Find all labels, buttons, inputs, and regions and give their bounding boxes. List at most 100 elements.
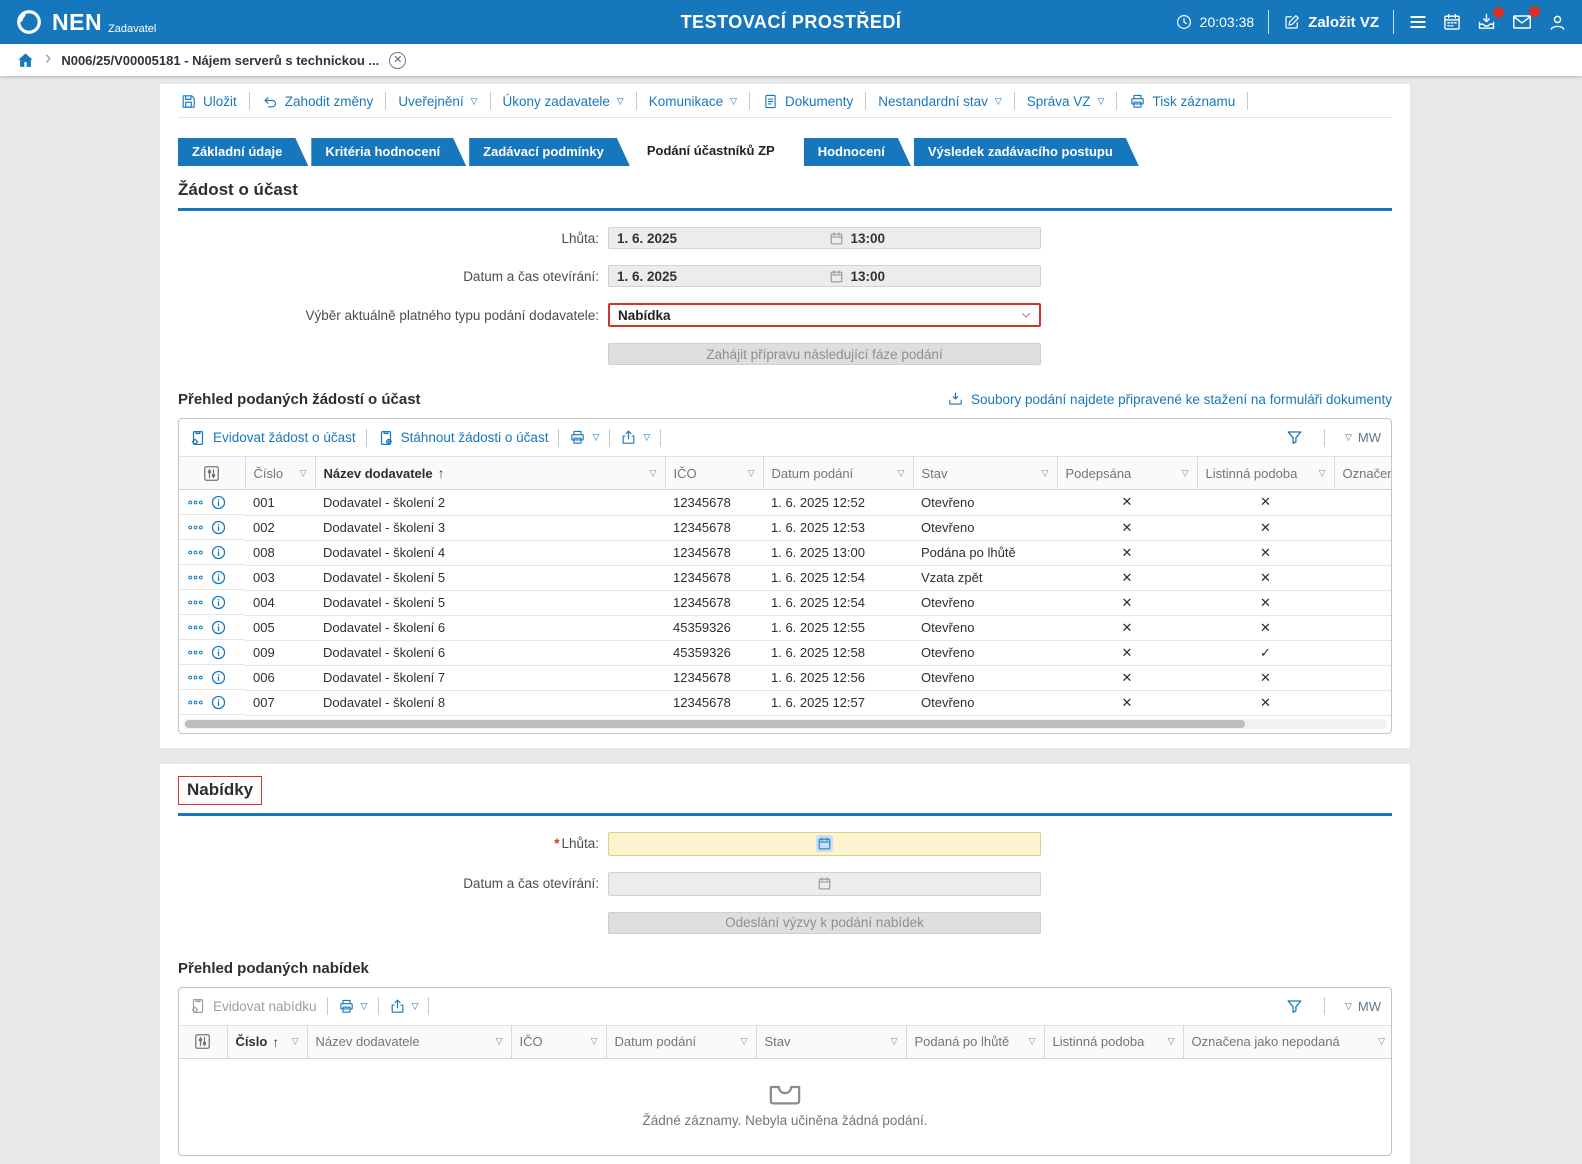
filter-caret-icon[interactable]: ▽ [291, 1036, 299, 1046]
table-row[interactable]: 008 Dodavatel - školení 4 12345678 1. 6.… [179, 540, 1391, 566]
calendar-icon[interactable] [816, 835, 833, 852]
contracting-actions-menu-button[interactable]: Úkony zadavatele ▽ [502, 93, 624, 109]
row-menu-icon[interactable] [187, 669, 204, 686]
row-menu-icon[interactable] [187, 594, 204, 611]
export-menu-button[interactable]: ▽ [620, 429, 650, 446]
info-icon[interactable] [210, 594, 227, 611]
column-settings-header[interactable] [179, 1024, 228, 1059]
filter-caret-icon[interactable]: ▽ [495, 1036, 503, 1046]
publishing-menu-button[interactable]: Uveřejnění ▽ [398, 93, 478, 109]
profile-button[interactable] [1547, 12, 1568, 33]
communication-menu-button[interactable]: Komunikace ▽ [648, 93, 737, 109]
info-icon[interactable] [210, 494, 227, 511]
breadcrumb-item[interactable]: N006/25/V00005181 - Nájem serverů s tech… [61, 52, 380, 68]
column-settings-header[interactable] [179, 456, 246, 490]
save-button[interactable]: Uložit [178, 93, 239, 110]
table-row[interactable]: 004 Dodavatel - školení 5 12345678 1. 6.… [179, 590, 1391, 616]
row-menu-icon[interactable] [187, 494, 204, 511]
column-header-ico[interactable]: IČO ▽ [665, 456, 764, 490]
filter-caret-icon[interactable]: ▽ [1028, 1036, 1036, 1046]
tab-kriteria-hodnoceni[interactable]: Kritéria hodnocení [311, 138, 466, 166]
download-requests-button[interactable]: Stáhnout žádosti o účast [377, 429, 548, 447]
calendar-button[interactable] [1442, 12, 1462, 32]
filter-caret-icon[interactable]: ▽ [1378, 1036, 1385, 1046]
column-header-cislo[interactable]: Číslo ▽ [245, 456, 316, 490]
tab-zadavaci-podminky[interactable]: Zadávací podmínky [469, 138, 630, 166]
info-icon[interactable] [210, 569, 227, 586]
filter-caret-icon[interactable]: ▽ [740, 1036, 748, 1046]
vz-administration-menu-button[interactable]: Správa VZ ▽ [1026, 93, 1105, 109]
tab-hodnoceni[interactable]: Hodnocení [804, 138, 911, 166]
menu-button[interactable] [1408, 12, 1428, 32]
column-header-oznacena-jako-nepodana[interactable]: Označena jako nepodaná [1334, 456, 1391, 490]
table-row[interactable]: 001 Dodavatel - školení 2 12345678 1. 6.… [179, 489, 1391, 516]
column-header-cislo[interactable]: Číslo ↑ ▽ [227, 1024, 308, 1059]
column-header-listinna-podoba[interactable]: Listinná podoba ▽ [1197, 456, 1335, 490]
info-icon[interactable] [210, 544, 227, 561]
row-menu-icon[interactable] [187, 694, 204, 711]
info-icon[interactable] [210, 519, 227, 536]
register-request-button[interactable]: Evidovat žádost o účast [189, 429, 356, 447]
filter-caret-icon[interactable]: ▽ [1167, 1036, 1175, 1046]
info-icon[interactable] [210, 694, 227, 711]
table-row[interactable]: 003 Dodavatel - školení 5 12345678 1. 6.… [179, 565, 1391, 591]
filter-icon[interactable] [1285, 428, 1304, 447]
filter-caret-icon[interactable]: ▽ [299, 467, 307, 478]
create-vz-button[interactable]: Založit VZ [1283, 13, 1379, 31]
row-menu-icon[interactable] [187, 544, 204, 561]
filter-caret-icon[interactable]: ▽ [890, 1036, 898, 1046]
print-record-button[interactable]: Tisk záznamu [1127, 93, 1237, 110]
submission-files-link[interactable]: Soubory podání najdete připravené ke sta… [947, 391, 1392, 408]
tab-vysledek-zadavaciho-postupu[interactable]: Výsledek zadávacího postupu [914, 138, 1139, 166]
downloads-button[interactable] [1476, 6, 1504, 33]
row-menu-icon[interactable] [187, 619, 204, 636]
column-header-podepsana[interactable]: Podepsána ▽ [1057, 456, 1198, 490]
column-header-nazev-dodavatele[interactable]: Název dodavatele ▽ [307, 1024, 512, 1059]
column-header-listinna-podoba[interactable]: Listinná podoba ▽ [1044, 1024, 1184, 1059]
info-icon[interactable] [210, 644, 227, 661]
column-header-nazev-dodavatele[interactable]: Název dodavatele ↑ ▽ [315, 456, 666, 490]
filter-caret-icon[interactable]: ▽ [590, 1036, 598, 1046]
column-header-stav[interactable]: Stav ▽ [913, 456, 1058, 490]
export-menu-button[interactable]: ▽ [389, 998, 418, 1015]
nen-brand[interactable]: NEN Zadavatel [14, 7, 156, 37]
documents-button[interactable]: Dokumenty [760, 93, 855, 110]
home-icon[interactable] [16, 51, 35, 70]
column-header-oznacena-jako-nepodana[interactable]: Označena jako nepodaná ▽ [1183, 1024, 1391, 1059]
column-header-podana-po-lhute[interactable]: Podaná po lhůtě ▽ [906, 1024, 1045, 1059]
info-icon[interactable] [210, 619, 227, 636]
filter-caret-icon[interactable]: ▽ [649, 467, 657, 478]
filter-caret-icon[interactable]: ▽ [897, 467, 905, 478]
table-row[interactable]: 005 Dodavatel - školení 6 45359326 1. 6.… [179, 615, 1391, 641]
row-menu-icon[interactable] [187, 569, 204, 586]
scrollbar-thumb[interactable] [185, 719, 1245, 728]
discard-changes-button[interactable]: Zahodit změny [260, 93, 376, 110]
tab-zakladni-udaje[interactable]: Základní údaje [178, 138, 308, 166]
filter-icon[interactable] [1285, 997, 1304, 1016]
tab-podani-ucastniku-zp[interactable]: Podání účastníků ZP [633, 133, 801, 166]
filter-caret-icon[interactable]: ▽ [1181, 467, 1189, 478]
close-icon[interactable]: ✕ [389, 51, 407, 69]
row-menu-icon[interactable] [187, 644, 204, 661]
column-header-datum-podani[interactable]: Datum podání ▽ [606, 1024, 757, 1059]
table-row[interactable]: 007 Dodavatel - školení 8 12345678 1. 6.… [179, 690, 1391, 716]
info-icon[interactable] [210, 669, 227, 686]
mw-view-button[interactable]: ▽ MW [1344, 998, 1381, 1014]
filter-caret-icon[interactable]: ▽ [1318, 467, 1326, 478]
filter-caret-icon[interactable]: ▽ [1041, 467, 1049, 478]
filter-caret-icon[interactable]: ▽ [747, 467, 755, 478]
print-menu-button[interactable]: ▽ [569, 429, 599, 446]
row-menu-icon[interactable] [187, 519, 204, 536]
mw-view-button[interactable]: ▽ MW [1344, 430, 1381, 445]
print-menu-button[interactable]: ▽ [338, 998, 368, 1015]
table-row[interactable]: 009 Dodavatel - školení 6 45359326 1. 6.… [179, 640, 1391, 666]
column-header-ico[interactable]: IČO ▽ [511, 1024, 607, 1059]
offers-deadline-input[interactable] [608, 831, 1041, 856]
nonstandard-state-menu-button[interactable]: Nestandardní stav ▽ [878, 93, 1002, 109]
messages-button[interactable] [1511, 6, 1540, 33]
column-header-stav[interactable]: Stav ▽ [756, 1024, 907, 1059]
column-header-datum-podani[interactable]: Datum podání ▽ [763, 456, 914, 490]
table-row[interactable]: 006 Dodavatel - školení 7 12345678 1. 6.… [179, 665, 1391, 691]
table-row[interactable]: 002 Dodavatel - školení 3 12345678 1. 6.… [179, 515, 1391, 541]
submission-type-select[interactable]: Nabídka [608, 303, 1041, 327]
